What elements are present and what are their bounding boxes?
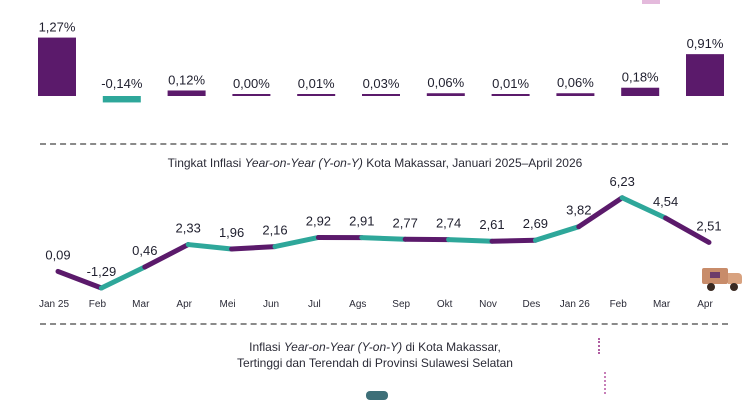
bottom-section-title: Inflasi Year-on-Year (Y-on-Y) di Kota Ma… [249, 340, 501, 354]
bar [38, 37, 76, 96]
section-divider [40, 323, 728, 325]
line-point-label: 4,54 [653, 194, 678, 209]
line-point-label: 6,23 [610, 174, 635, 189]
decorative-mark [642, 0, 660, 4]
bar-value-label: 0,06% [427, 75, 464, 90]
x-tick-label: Mar [132, 299, 150, 310]
line-point-label: 2,77 [393, 215, 418, 230]
bar-value-label: 0,00% [233, 76, 270, 91]
bar [491, 94, 530, 96]
x-tick-label: Jan 26 [560, 299, 590, 310]
bar [426, 93, 465, 96]
line-segment [532, 224, 582, 243]
line-segment [55, 268, 104, 291]
bottom-section-subtitle: Tertinggi dan Terendah di Provinsi Sulaw… [237, 356, 513, 370]
bar [232, 94, 271, 96]
line-point-label: 2,51 [696, 218, 721, 233]
bar [102, 96, 141, 103]
line-point-label: 2,92 [306, 213, 331, 228]
bar-value-label: 0,06% [557, 75, 594, 90]
line-segment [229, 244, 278, 252]
line-segment [446, 237, 495, 244]
line-point-label: 1,96 [219, 225, 244, 240]
x-tick-label: Apr [697, 299, 713, 310]
line-point-label: 2,69 [523, 216, 548, 231]
bar-value-label: 0,01% [492, 76, 529, 91]
line-segment [576, 195, 625, 230]
line-segment [185, 242, 235, 252]
bar-value-label: 1,27% [39, 20, 76, 35]
line-point-label: 0,46 [132, 243, 157, 258]
line-segment [489, 237, 538, 244]
bar-value-label: 0,18% [622, 70, 659, 85]
bar-value-label: 0,01% [298, 76, 335, 91]
line-segment [272, 234, 321, 250]
delivery-truck-icon [702, 264, 746, 291]
section-divider [40, 143, 728, 145]
line-point-label: 2,74 [436, 216, 461, 231]
line-chart-title: Tingkat Inflasi Year-on-Year (Y-on-Y) Ko… [167, 156, 583, 170]
x-tick-label: Mar [653, 299, 671, 310]
line-point-label: 2,16 [262, 223, 287, 238]
line-segment [98, 264, 148, 291]
x-tick-label: Ags [349, 299, 366, 310]
line-point-label: -1,29 [87, 264, 117, 279]
bar-value-label: 0,91% [687, 36, 724, 51]
line-point-label: 0,09 [45, 247, 70, 262]
bar [621, 87, 660, 96]
bar [556, 93, 595, 96]
x-tick-label: Feb [89, 299, 107, 310]
x-tick-label: Mei [220, 299, 236, 310]
line-point-label: 2,91 [349, 214, 374, 229]
x-tick-label: Feb [610, 299, 628, 310]
line-point-label: 2,61 [479, 217, 504, 232]
x-tick-label: Jun [263, 299, 279, 310]
bar-value-label: -0,14% [101, 76, 143, 91]
decorative-pill [366, 391, 388, 400]
bar-value-label: 0,12% [168, 72, 205, 87]
bar [686, 54, 724, 96]
bar [297, 94, 336, 96]
line-segment [359, 235, 408, 242]
x-tick-label: Nov [479, 299, 497, 310]
x-tick-label: Okt [437, 299, 453, 310]
x-tick-label: Sep [392, 299, 410, 310]
bar [362, 94, 400, 96]
line-segment [619, 195, 669, 221]
bar-value-label: 0,03% [363, 76, 400, 91]
decorative-dots [604, 372, 610, 394]
x-tick-label: Apr [176, 299, 192, 310]
bar [167, 90, 206, 96]
line-point-label: 3,82 [566, 203, 591, 218]
x-tick-label: Jan 25 [39, 299, 69, 310]
line-segment [142, 242, 191, 270]
decorative-dots [598, 338, 608, 354]
line-segment [663, 215, 712, 245]
line-point-label: 2,33 [176, 221, 201, 236]
x-tick-label: Des [523, 299, 541, 310]
x-tick-label: Jul [308, 299, 321, 310]
